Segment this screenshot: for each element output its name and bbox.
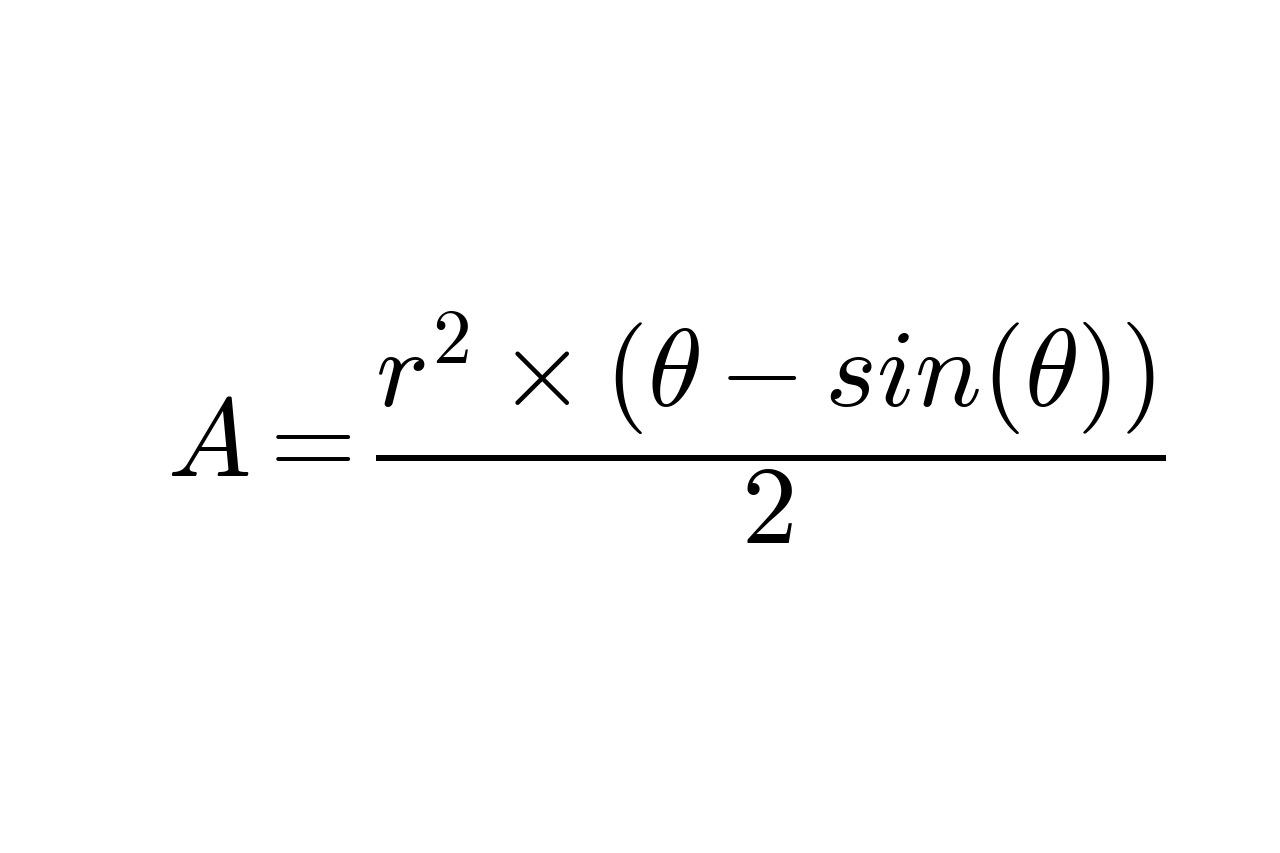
Text: $\mathit{A} = \dfrac{r^2 \times (\theta - \mathit{sin}(\theta))}{2}$: $\mathit{A} = \dfrac{r^2 \times (\theta … — [166, 310, 1165, 545]
Text: Segment Area Formula: Segment Area Formula — [215, 39, 1065, 110]
Bar — [643, 757, 655, 773]
Text: www.inchcalculator.com: www.inchcalculator.com — [513, 821, 767, 841]
Bar — [625, 774, 637, 790]
Bar — [622, 743, 658, 790]
Bar — [625, 743, 655, 757]
Bar — [625, 757, 637, 773]
Bar — [643, 774, 655, 790]
